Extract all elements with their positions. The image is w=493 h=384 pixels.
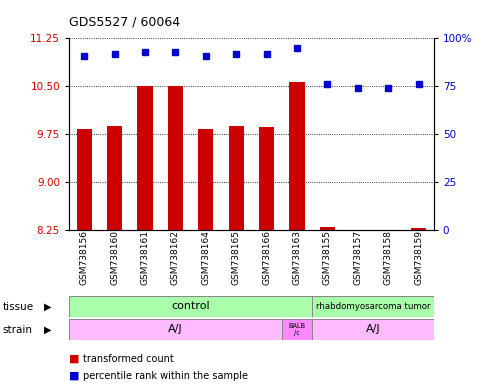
Text: GSM738164: GSM738164 [201,230,211,285]
Text: percentile rank within the sample: percentile rank within the sample [83,371,248,381]
Text: A/J: A/J [168,324,183,334]
Text: GSM738155: GSM738155 [323,230,332,285]
Bar [259,127,274,230]
Bar [312,319,434,340]
Text: GDS5527 / 60064: GDS5527 / 60064 [69,16,180,29]
Bar [350,230,365,231]
Text: tissue: tissue [2,302,34,312]
Text: GSM738159: GSM738159 [414,230,423,285]
Text: GSM738158: GSM738158 [384,230,393,285]
Text: BALB
/c: BALB /c [288,323,306,336]
Text: GSM738161: GSM738161 [141,230,149,285]
Text: ■: ■ [69,371,79,381]
Text: A/J: A/J [366,324,380,334]
Text: control: control [171,301,210,311]
Text: GSM738156: GSM738156 [80,230,89,285]
Bar [198,129,213,230]
Text: GSM738160: GSM738160 [110,230,119,285]
Text: GSM738166: GSM738166 [262,230,271,285]
Text: GSM738162: GSM738162 [171,230,180,285]
Bar [69,296,312,317]
Text: ▶: ▶ [44,302,52,312]
Bar [168,86,183,230]
Bar [282,319,312,340]
Bar [69,319,282,340]
Bar [411,228,426,230]
Text: rhabdomyosarcoma tumor: rhabdomyosarcoma tumor [316,302,430,311]
Text: ▶: ▶ [44,325,52,335]
Bar [138,86,153,230]
Text: GSM738165: GSM738165 [232,230,241,285]
Text: transformed count: transformed count [83,354,174,364]
Text: GSM738163: GSM738163 [292,230,302,285]
Bar [381,230,396,232]
Bar [312,296,434,317]
Text: strain: strain [2,325,33,335]
Text: ■: ■ [69,354,79,364]
Bar [320,227,335,230]
Bar [107,126,122,230]
Bar [289,82,305,230]
Text: GSM738157: GSM738157 [353,230,362,285]
Bar [229,126,244,230]
Bar [76,129,92,230]
